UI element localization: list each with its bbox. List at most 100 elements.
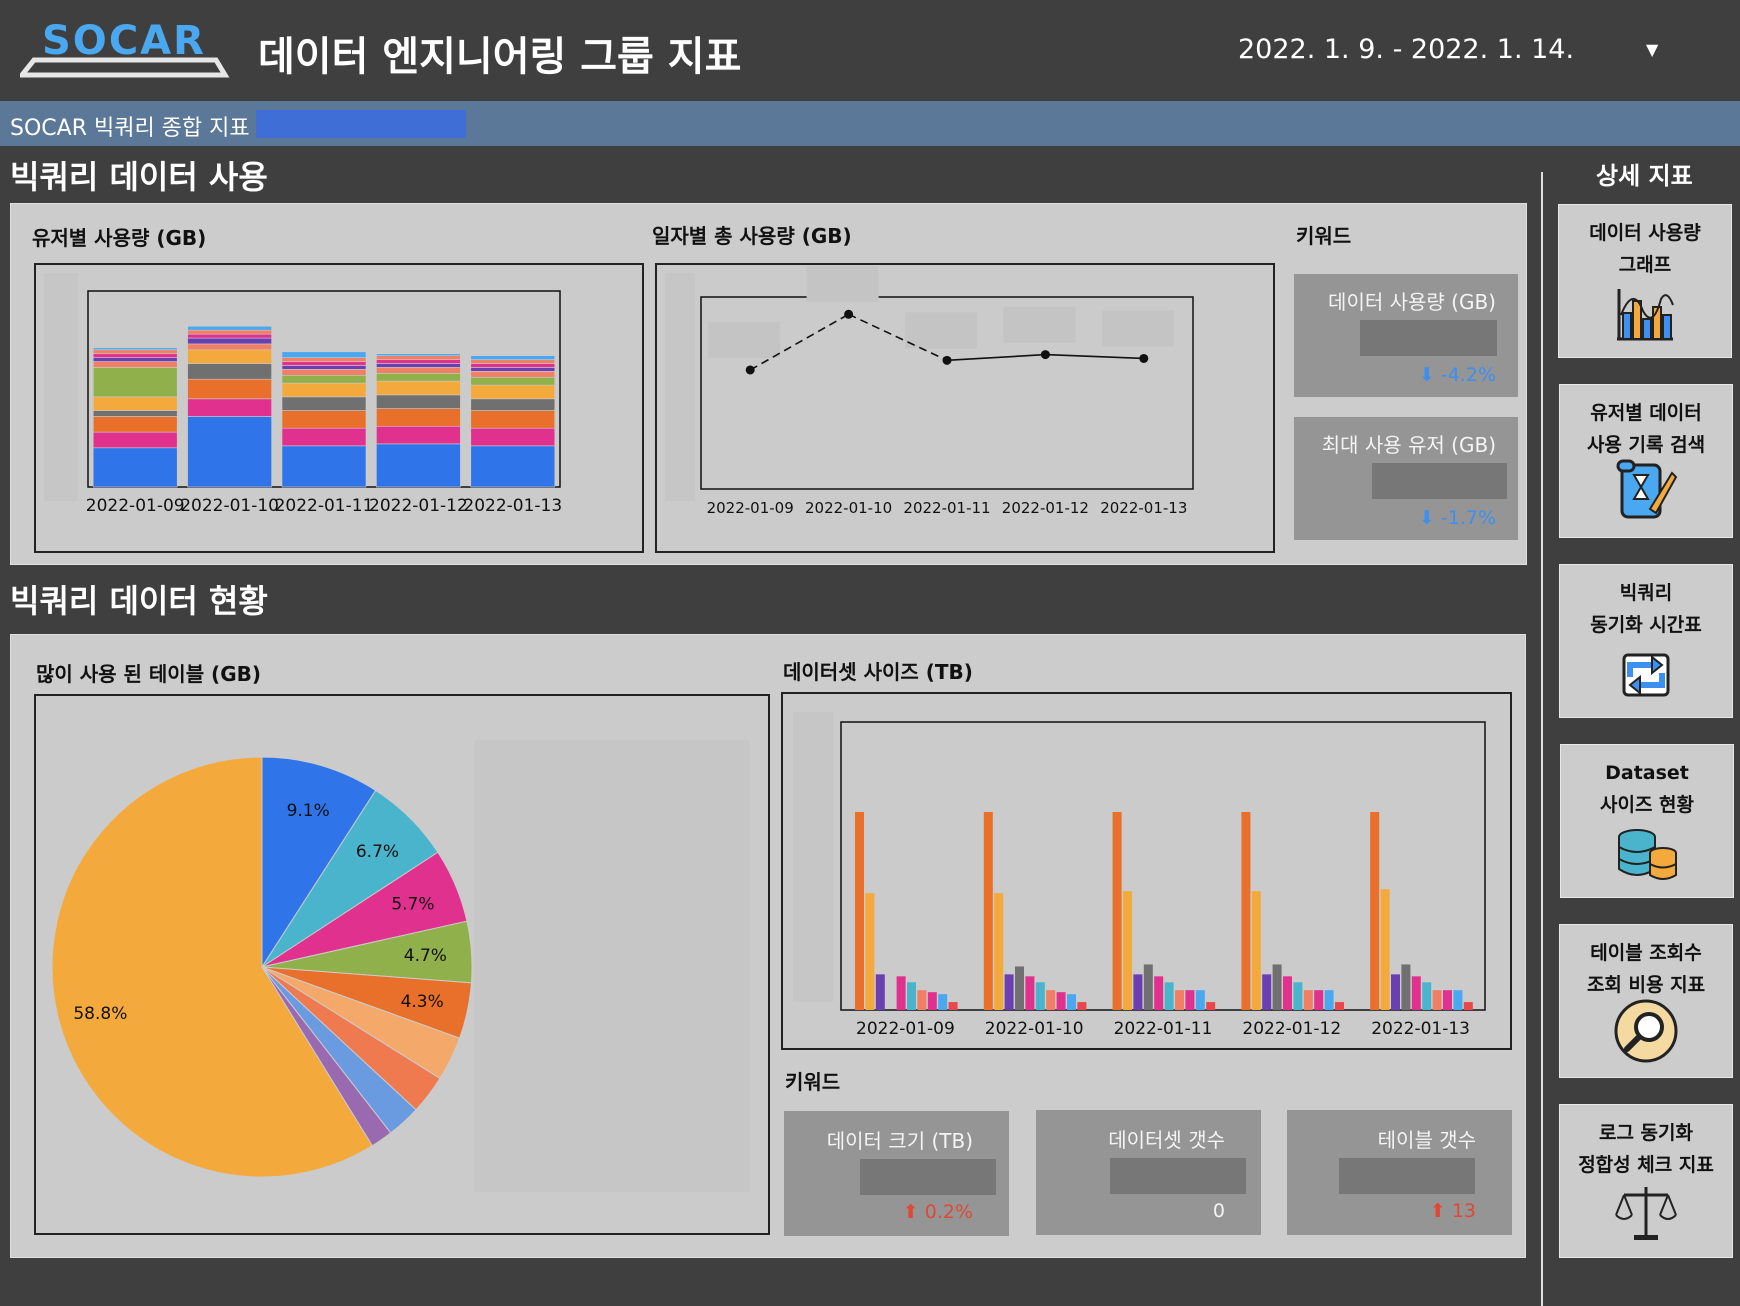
bar-segment xyxy=(376,443,461,488)
status-keyword-title: 키워드 xyxy=(785,1070,841,1094)
bar-segment xyxy=(376,353,461,356)
sidebar-item-label: 조회 비용 지표 xyxy=(1586,974,1706,996)
tick-label: 2022-01-12 xyxy=(369,496,468,516)
bar xyxy=(1004,974,1014,1010)
bar xyxy=(896,976,906,1010)
bar-segment xyxy=(470,367,556,372)
database-icon xyxy=(1618,829,1677,880)
bar-segment xyxy=(187,337,272,345)
bar-segment xyxy=(376,359,461,364)
top-tables-pie-chart: 9.1% 6.7% 5.7% 4.7% 4.3% 58.8% xyxy=(51,756,473,1178)
kpi-delta: ⬇ -1.7% xyxy=(1418,507,1496,529)
sidebar-item-dataset-size[interactable]: Dataset 사이즈 현황 xyxy=(1560,744,1734,898)
bar-segment xyxy=(92,353,178,358)
tick-label: 2022-01-12 xyxy=(1002,499,1089,517)
sidebar-item-label: 테이블 조회수 xyxy=(1590,942,1702,964)
dataset-size-chart-frame: 2022-01-09 2022-01-10 2022-01-11 2022-01-12… xyxy=(781,692,1512,1050)
kpi-delta: ⬇ -4.2% xyxy=(1418,364,1496,386)
redacted-block xyxy=(1372,463,1507,499)
top-tables-title: 많이 사용 된 테이블 (GB) xyxy=(36,662,261,686)
bar-segment xyxy=(470,355,556,360)
bar-segment xyxy=(92,447,178,488)
data-point xyxy=(1139,353,1149,363)
bar-segment xyxy=(187,363,272,380)
data-label-placeholder xyxy=(806,266,879,303)
bar-segment xyxy=(281,382,367,398)
kpi-data-size: 데이터 크기 (TB) ⬆ 0.2% xyxy=(784,1111,1009,1236)
y-axis-placeholder xyxy=(665,273,695,501)
bar xyxy=(1293,982,1303,1010)
bar xyxy=(1411,976,1421,1010)
sidebar-item-label: 정합성 체크 지표 xyxy=(1578,1154,1714,1176)
tick-label: 2022-01-11 xyxy=(1114,1019,1213,1039)
chevron-down-icon[interactable]: ▼ xyxy=(1646,40,1659,59)
usage-keyword-title: 키워드 xyxy=(1296,224,1352,248)
bar xyxy=(1303,990,1313,1010)
banner-title: SOCAR 빅쿼리 종합 지표 ( xyxy=(10,116,266,141)
bar xyxy=(1335,1002,1344,1010)
data-point xyxy=(942,355,952,365)
sidebar-item-usage-graph[interactable]: 데이터 사용량 그래프 xyxy=(1558,204,1732,358)
tick-label: 2022-01-11 xyxy=(275,496,374,516)
kpi-title: 테이블 갯수 xyxy=(1377,1128,1476,1152)
tick-label: 2022-01-13 xyxy=(1371,1019,1470,1039)
bar xyxy=(855,812,864,1010)
bar xyxy=(1370,812,1380,1010)
redacted-block xyxy=(860,1159,996,1195)
sidebar-item-label: 로그 동기화 xyxy=(1598,1122,1693,1144)
bar xyxy=(1206,1002,1216,1010)
kpi-delta: ⬆ 13 xyxy=(1429,1200,1476,1222)
bar-segment xyxy=(376,355,461,360)
bar xyxy=(1123,891,1132,1010)
bar xyxy=(1453,990,1463,1010)
bar-segment xyxy=(281,374,367,384)
page-title: 데이터 엔지니어링 그룹 지표 xyxy=(258,34,742,80)
sidebar-item-label: 빅쿼리 xyxy=(1619,582,1673,604)
bar xyxy=(1025,976,1035,1010)
user-usage-title: 유저별 사용량 (GB) xyxy=(32,226,207,250)
bar xyxy=(1175,990,1184,1010)
bar-segment xyxy=(376,394,461,409)
bar-segment xyxy=(92,349,178,355)
series-line xyxy=(946,353,1046,362)
redacted-block xyxy=(1110,1158,1246,1194)
data-point xyxy=(745,365,755,375)
bar xyxy=(1015,966,1024,1010)
bar xyxy=(1262,974,1272,1010)
tick-label: 2022-01-10 xyxy=(180,496,279,516)
sidebar-title: 상세 지표 xyxy=(1596,162,1693,190)
bar xyxy=(1046,990,1056,1010)
kpi-title: 데이터셋 갯수 xyxy=(1108,1128,1225,1152)
bar-segment xyxy=(92,361,178,368)
dataset-size-title: 데이터셋 사이즈 (TB) xyxy=(783,660,973,684)
date-range-picker[interactable]: 2022. 1. 9. - 2022. 1. 14. xyxy=(1238,34,1575,65)
bar-segment xyxy=(376,367,461,374)
tick-label: 2022-01-09 xyxy=(707,499,794,517)
bar-segment xyxy=(470,363,556,368)
pie-slice xyxy=(261,756,377,969)
sidebar-divider xyxy=(1541,172,1543,1306)
sidebar-item-label: 사용 기록 검색 xyxy=(1586,434,1706,456)
bar-segment xyxy=(470,398,556,411)
bar xyxy=(1077,1002,1087,1010)
bar-segment xyxy=(92,396,178,411)
bar-segment xyxy=(470,359,556,364)
data-label-placeholder xyxy=(905,312,977,349)
bar-segment xyxy=(92,357,178,362)
bar-segment xyxy=(187,329,272,335)
socar-logo: SOCAR xyxy=(20,18,230,80)
bar-segment xyxy=(281,369,367,376)
user-usage-chart-frame: 2022-01-09 2022-01-10 2022-01-11 2022-01-12… xyxy=(34,263,644,553)
bar xyxy=(1272,964,1282,1010)
sidebar-item-user-history[interactable]: 유저별 데이터 사용 기록 검색 xyxy=(1559,384,1733,538)
bar xyxy=(1164,982,1174,1010)
sidebar-item-sync-schedule[interactable]: 빅쿼리 동기화 시간표 xyxy=(1559,564,1733,718)
bar-segment xyxy=(281,361,367,366)
kpi-max-user: 최대 사용 유저 (GB) ⬇ -1.7% xyxy=(1294,417,1518,540)
pie-slice xyxy=(51,756,373,1178)
scroll-hourglass-icon xyxy=(1616,459,1678,519)
y-axis-placeholder xyxy=(793,712,833,1002)
tick-label: 2022-01-10 xyxy=(805,499,892,517)
